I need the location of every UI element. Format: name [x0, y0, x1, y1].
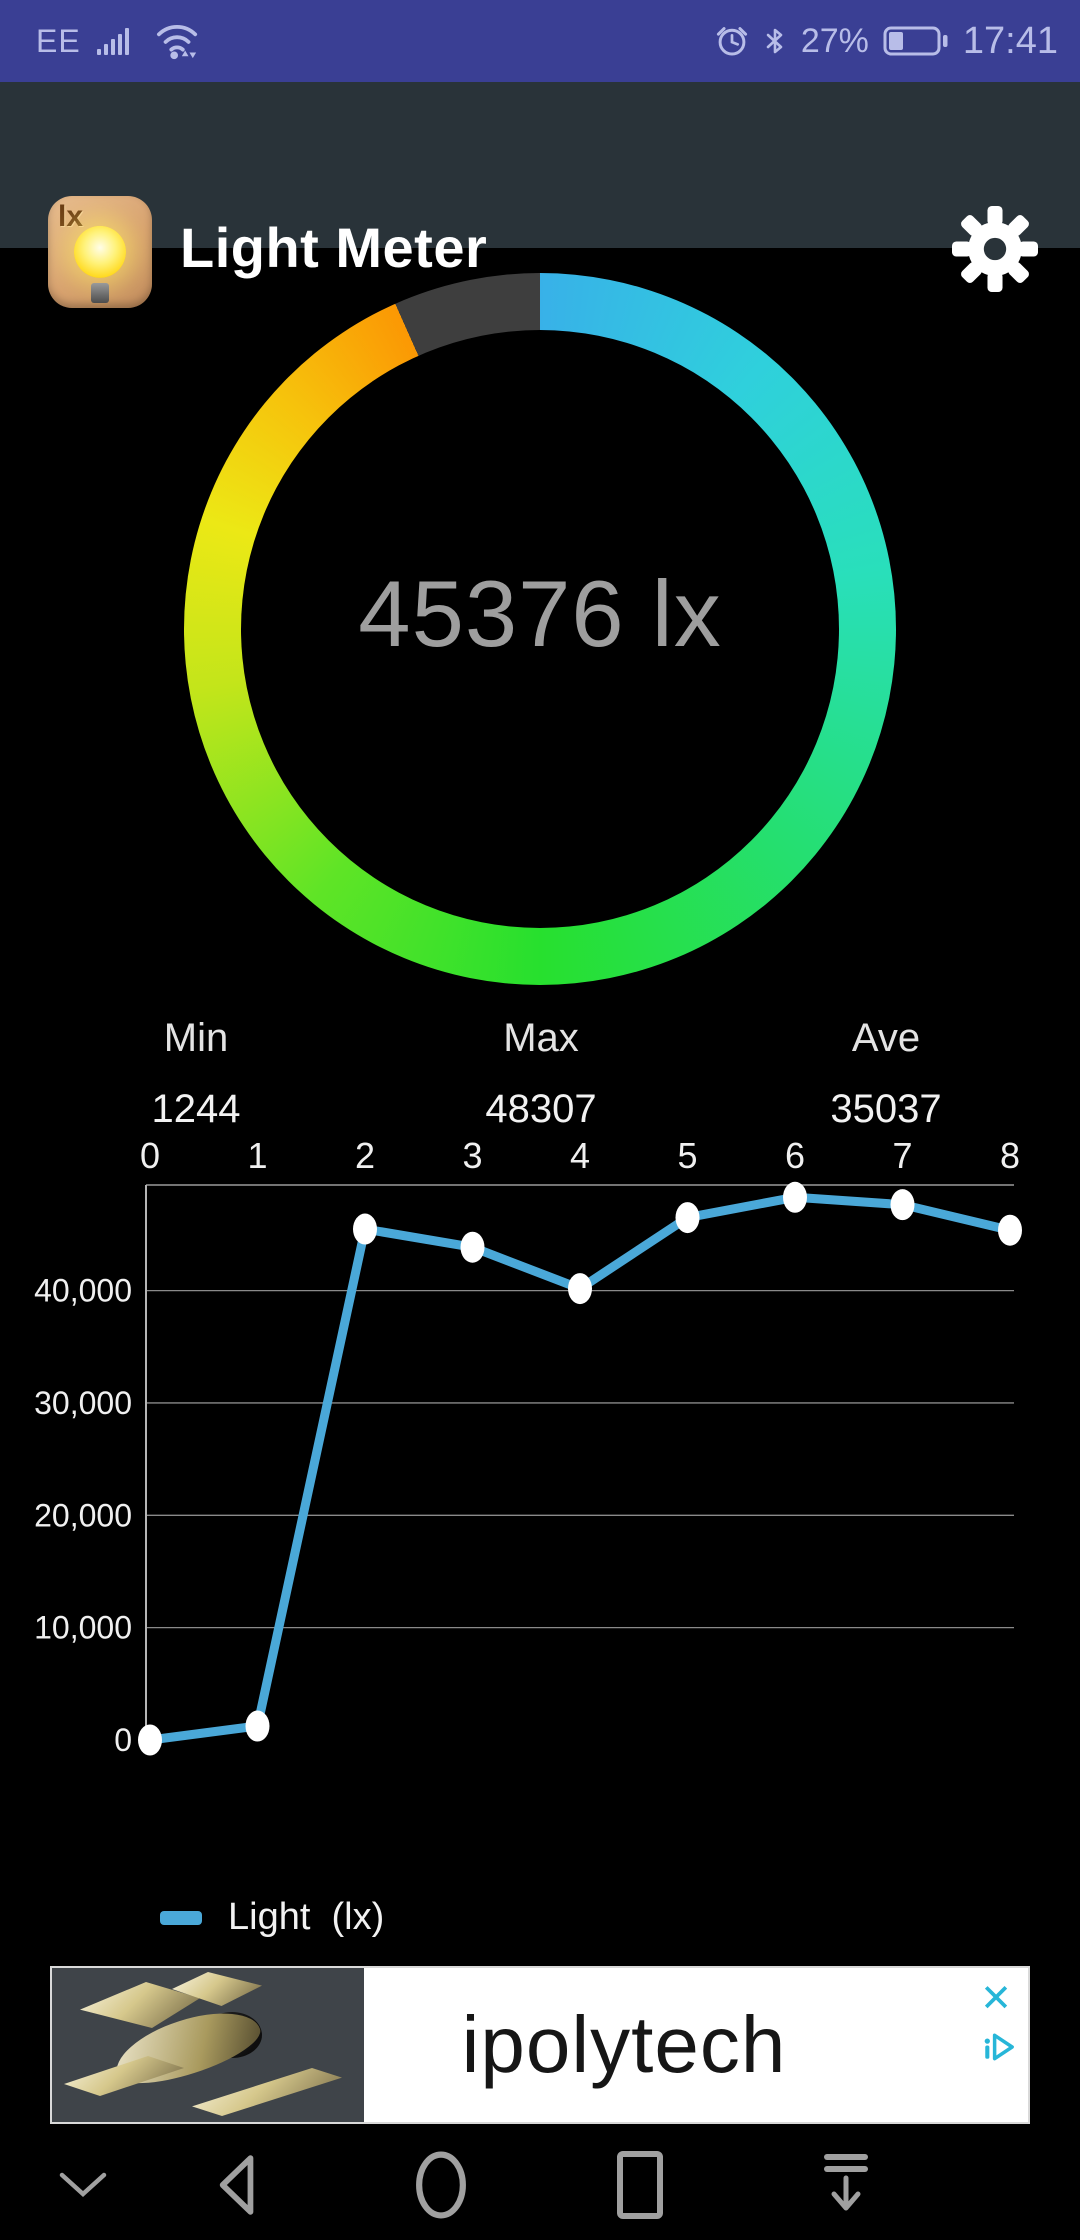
clock-label: 17:41	[962, 19, 1058, 62]
stat-max-label: Max	[503, 1016, 579, 1060]
back-triangle-icon	[219, 2155, 254, 2215]
status-bar-right: 27% 17:41	[715, 20, 1058, 63]
ad-photo-shape	[192, 2068, 342, 2116]
svg-text:40,000: 40,000	[34, 1273, 132, 1309]
settings-gear-icon[interactable]	[952, 206, 1038, 292]
svg-text:4: 4	[570, 1135, 590, 1176]
notification-pulldown-button[interactable]	[786, 2130, 906, 2240]
ad-photo	[52, 1968, 364, 2122]
hide-navbar-button[interactable]	[23, 2130, 143, 2240]
ad-banner[interactable]: ipolytech › ✕	[50, 1966, 1030, 2124]
recents-square-icon	[617, 2151, 663, 2219]
stat-ave-label: Ave	[851, 1016, 921, 1060]
light-gauge-ring	[184, 273, 896, 985]
home-circle-icon	[416, 2151, 466, 2219]
light-history-chart: 0 10,000 20,000 30,000 40,000 0 1 2 3 4 5 6 7 8	[34, 1135, 1022, 1758]
battery-percent-label: 27%	[800, 21, 869, 60]
svg-text:1: 1	[247, 1135, 267, 1176]
stat-max: Max 48307	[485, 1016, 596, 1132]
legend-label: Light (lx)	[228, 1896, 385, 1938]
navigation-bar	[0, 2130, 1080, 2240]
adchoices-icon[interactable]	[980, 2028, 1018, 2066]
lux-reading: 45376 lx	[358, 561, 722, 666]
svg-text:2: 2	[355, 1135, 375, 1176]
svg-text:0: 0	[140, 1135, 160, 1176]
svg-text:8: 8	[1000, 1135, 1020, 1176]
ad-brand-text: ipolytech	[461, 2000, 787, 2089]
svg-text:10,000: 10,000	[34, 1610, 132, 1646]
chart-legend: Light (lx)	[160, 1896, 384, 1939]
app-icon-lx-label: lx	[58, 200, 84, 233]
svg-text:30,000: 30,000	[34, 1385, 132, 1421]
wifi-icon	[156, 24, 197, 60]
svg-text:5: 5	[677, 1135, 697, 1176]
back-button[interactable]	[178, 2130, 298, 2240]
signal-strength-icon	[96, 28, 129, 55]
svg-text:0: 0	[114, 1722, 132, 1758]
stat-min-label: Min	[163, 1016, 229, 1060]
ad-body: ipolytech › ✕	[364, 1968, 1028, 2122]
pulldown-arrow-icon	[824, 2154, 868, 2211]
page-title: Light Meter	[180, 215, 488, 279]
status-bar-left: EE	[36, 20, 203, 62]
app-header: lx Light Meter	[0, 82, 1080, 308]
stat-min-value: 1244	[151, 1087, 241, 1131]
bluetooth-icon	[766, 28, 783, 54]
stat-ave-value: 35037	[830, 1087, 942, 1131]
svg-text:6: 6	[785, 1135, 805, 1176]
legend-swatch	[160, 1910, 202, 1925]
stat-min: Min 1244	[152, 1016, 241, 1132]
bulb-base	[91, 283, 109, 304]
stat-ave: Ave 35037	[830, 1016, 941, 1132]
chevron-down-icon	[59, 2172, 107, 2198]
svg-text:20,000: 20,000	[34, 1497, 132, 1533]
light-bulb-icon	[74, 226, 126, 279]
carrier-label: EE	[36, 22, 81, 59]
recents-button[interactable]	[580, 2130, 700, 2240]
ad-close-icon[interactable]: ✕	[980, 1978, 1012, 2020]
svg-text:7: 7	[892, 1135, 912, 1176]
svg-text:3: 3	[462, 1135, 482, 1176]
home-button[interactable]	[381, 2130, 501, 2240]
app-icon: lx	[48, 196, 152, 308]
alarm-clock-icon	[716, 27, 747, 56]
battery-icon	[883, 26, 948, 56]
stat-max-value: 48307	[485, 1087, 597, 1131]
gauge-ring-hole	[241, 330, 839, 928]
status-bar: EE	[0, 0, 1080, 82]
